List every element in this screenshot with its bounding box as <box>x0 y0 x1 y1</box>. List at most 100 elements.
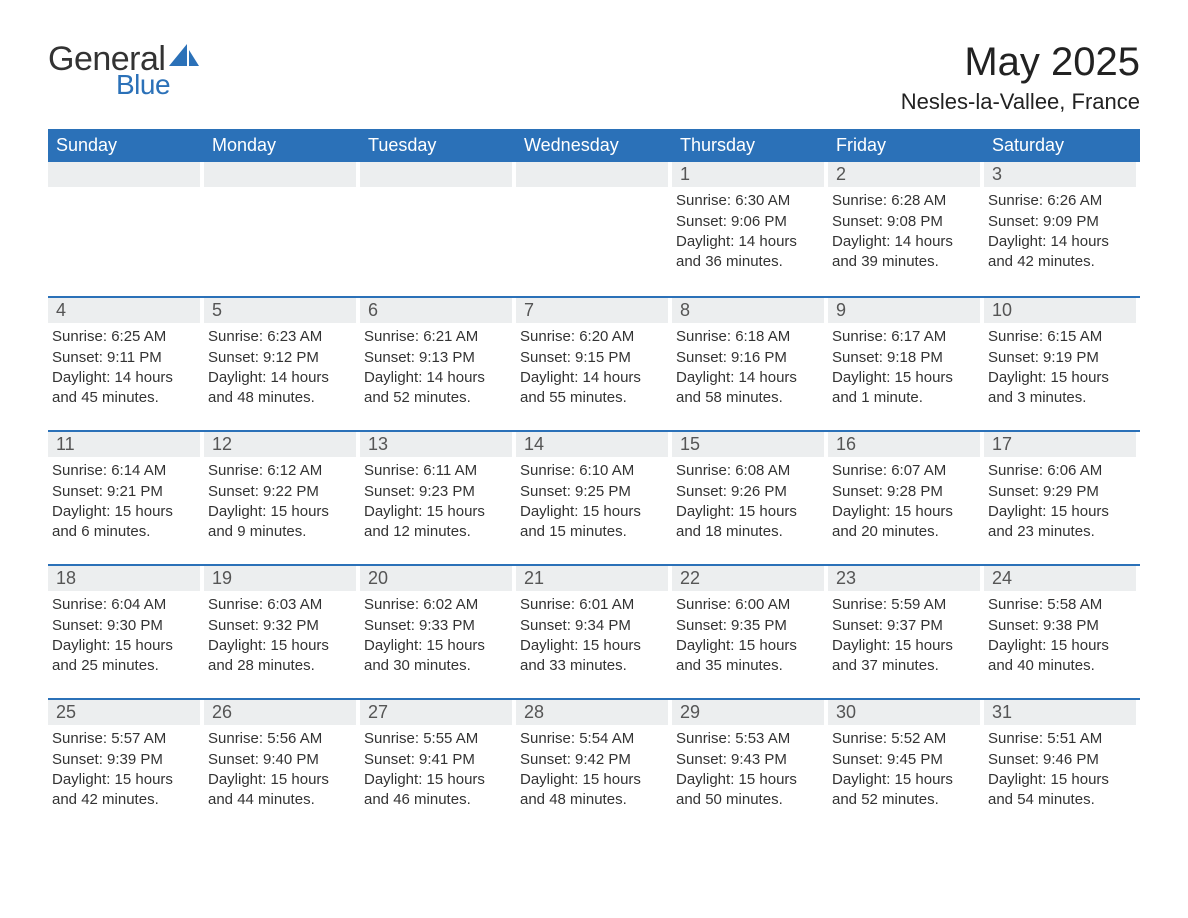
location-subtitle: Nesles-la-Vallee, France <box>901 89 1140 115</box>
day-number: 9 <box>828 298 980 323</box>
sunrise-line: Sunrise: 6:00 AM <box>676 595 824 615</box>
daylight-line: Daylight: 15 hours and 1 minute. <box>832 368 980 407</box>
sunset-line: Sunset: 9:33 PM <box>364 616 512 636</box>
calendar-week-row: 18Sunrise: 6:04 AMSunset: 9:30 PMDayligh… <box>48 564 1140 698</box>
daylight-line: Daylight: 15 hours and 35 minutes. <box>676 636 824 675</box>
sunset-line: Sunset: 9:37 PM <box>832 616 980 636</box>
sunset-line: Sunset: 9:21 PM <box>52 482 200 502</box>
sunrise-line: Sunrise: 6:23 AM <box>208 327 356 347</box>
sunset-line: Sunset: 9:34 PM <box>520 616 668 636</box>
sunrise-line: Sunrise: 5:54 AM <box>520 729 668 749</box>
day-details: Sunrise: 6:06 AMSunset: 9:29 PMDaylight:… <box>984 461 1136 541</box>
day-number: 25 <box>48 700 200 725</box>
day-details: Sunrise: 6:07 AMSunset: 9:28 PMDaylight:… <box>828 461 980 541</box>
calendar-day-cell: 7Sunrise: 6:20 AMSunset: 9:15 PMDaylight… <box>516 298 672 412</box>
day-details: Sunrise: 6:23 AMSunset: 9:12 PMDaylight:… <box>204 327 356 407</box>
sunrise-line: Sunrise: 6:04 AM <box>52 595 200 615</box>
sunset-line: Sunset: 9:35 PM <box>676 616 824 636</box>
sunset-line: Sunset: 9:06 PM <box>676 212 824 232</box>
day-number: 4 <box>48 298 200 323</box>
day-number <box>516 162 668 187</box>
day-number: 3 <box>984 162 1136 187</box>
sunrise-line: Sunrise: 6:25 AM <box>52 327 200 347</box>
daylight-line: Daylight: 15 hours and 48 minutes. <box>520 770 668 809</box>
daylight-line: Daylight: 15 hours and 44 minutes. <box>208 770 356 809</box>
daylight-line: Daylight: 15 hours and 52 minutes. <box>832 770 980 809</box>
sunrise-line: Sunrise: 6:14 AM <box>52 461 200 481</box>
calendar-week-row: 4 Sunrise: 6:25 AMSunset: 9:11 PMDaylight… <box>48 296 1140 430</box>
calendar-day-cell: 29 Sunrise: 5:53 AMSunset: 9:43 PMDayligh… <box>672 700 828 814</box>
day-details: Sunrise: 6:30 AMSunset: 9:06 PMDaylight:… <box>672 191 824 271</box>
day-details: Sunrise: 6:15 AMSunset: 9:19 PMDaylight:… <box>984 327 1136 407</box>
day-details: Sunrise: 6:26 AMSunset: 9:09 PMDaylight:… <box>984 191 1136 271</box>
daylight-line: Daylight: 15 hours and 25 minutes. <box>52 636 200 675</box>
calendar-day-cell: 6 Sunrise: 6:21 AMSunset: 9:13 PMDaylight… <box>360 298 516 412</box>
sunset-line: Sunset: 9:16 PM <box>676 348 824 368</box>
day-number: 29 <box>672 700 824 725</box>
calendar-day-cell: 23Sunrise: 5:59 AMSunset: 9:37 PMDayligh… <box>828 566 984 680</box>
weekday-header: Friday <box>828 129 984 162</box>
header: General Blue May 2025 Nesles-la-Vallee, … <box>48 40 1140 115</box>
day-details: Sunrise: 5:53 AMSunset: 9:43 PMDaylight:… <box>672 729 824 809</box>
day-number: 30 <box>828 700 980 725</box>
calendar-day-cell: 12Sunrise: 6:12 AMSunset: 9:22 PMDayligh… <box>204 432 360 546</box>
sunset-line: Sunset: 9:32 PM <box>208 616 356 636</box>
calendar-day-cell: 10Sunrise: 6:15 AMSunset: 9:19 PMDayligh… <box>984 298 1140 412</box>
day-details: Sunrise: 6:11 AMSunset: 9:23 PMDaylight:… <box>360 461 512 541</box>
calendar-body: 1Sunrise: 6:30 AMSunset: 9:06 PMDaylight… <box>48 162 1140 832</box>
day-number: 11 <box>48 432 200 457</box>
daylight-line: Daylight: 15 hours and 12 minutes. <box>364 502 512 541</box>
calendar-day-cell: 15Sunrise: 6:08 AMSunset: 9:26 PMDayligh… <box>672 432 828 546</box>
daylight-line: Daylight: 15 hours and 18 minutes. <box>676 502 824 541</box>
day-details: Sunrise: 6:21 AMSunset: 9:13 PMDaylight:… <box>360 327 512 407</box>
day-number: 7 <box>516 298 668 323</box>
day-number: 14 <box>516 432 668 457</box>
sunrise-line: Sunrise: 6:28 AM <box>832 191 980 211</box>
sunset-line: Sunset: 9:43 PM <box>676 750 824 770</box>
day-details: Sunrise: 5:58 AMSunset: 9:38 PMDaylight:… <box>984 595 1136 675</box>
daylight-line: Daylight: 14 hours and 45 minutes. <box>52 368 200 407</box>
calendar-day-cell: 8Sunrise: 6:18 AMSunset: 9:16 PMDaylight… <box>672 298 828 412</box>
calendar-day-cell: 24 Sunrise: 5:58 AMSunset: 9:38 PMDayligh… <box>984 566 1140 680</box>
sunset-line: Sunset: 9:15 PM <box>520 348 668 368</box>
day-number: 6 <box>360 298 512 323</box>
sunset-line: Sunset: 9:28 PM <box>832 482 980 502</box>
day-details: Sunrise: 6:12 AMSunset: 9:22 PMDaylight:… <box>204 461 356 541</box>
title-block: May 2025 Nesles-la-Vallee, France <box>901 40 1140 115</box>
day-number: 26 <box>204 700 356 725</box>
calendar-day-cell: 28Sunrise: 5:54 AMSunset: 9:42 PMDayligh… <box>516 700 672 814</box>
day-number: 13 <box>360 432 512 457</box>
sunset-line: Sunset: 9:13 PM <box>364 348 512 368</box>
day-number: 24 <box>984 566 1136 591</box>
day-details: Sunrise: 6:28 AMSunset: 9:08 PMDaylight:… <box>828 191 980 271</box>
day-details: Sunrise: 5:56 AMSunset: 9:40 PMDaylight:… <box>204 729 356 809</box>
sunset-line: Sunset: 9:23 PM <box>364 482 512 502</box>
calendar-empty-cell <box>204 162 360 278</box>
day-number: 17 <box>984 432 1136 457</box>
sunset-line: Sunset: 9:25 PM <box>520 482 668 502</box>
sunrise-line: Sunrise: 5:53 AM <box>676 729 824 749</box>
sunset-line: Sunset: 9:41 PM <box>364 750 512 770</box>
calendar-empty-cell <box>360 162 516 278</box>
day-details: Sunrise: 6:25 AMSunset: 9:11 PMDaylight:… <box>48 327 200 407</box>
calendar-day-cell: 26 Sunrise: 5:56 AMSunset: 9:40 PMDayligh… <box>204 700 360 814</box>
calendar-day-cell: 2Sunrise: 6:28 AMSunset: 9:08 PMDaylight… <box>828 162 984 278</box>
calendar-day-cell: 5Sunrise: 6:23 AMSunset: 9:12 PMDaylight… <box>204 298 360 412</box>
daylight-line: Daylight: 15 hours and 3 minutes. <box>988 368 1136 407</box>
sunset-line: Sunset: 9:42 PM <box>520 750 668 770</box>
day-details: Sunrise: 6:01 AMSunset: 9:34 PMDaylight:… <box>516 595 668 675</box>
day-details: Sunrise: 5:51 AMSunset: 9:46 PMDaylight:… <box>984 729 1136 809</box>
daylight-line: Daylight: 15 hours and 15 minutes. <box>520 502 668 541</box>
sunrise-line: Sunrise: 6:10 AM <box>520 461 668 481</box>
sunset-line: Sunset: 9:29 PM <box>988 482 1136 502</box>
day-details: Sunrise: 6:04 AMSunset: 9:30 PMDaylight:… <box>48 595 200 675</box>
calendar-day-cell: 14 Sunrise: 6:10 AMSunset: 9:25 PMDayligh… <box>516 432 672 546</box>
calendar-day-cell: 1Sunrise: 6:30 AMSunset: 9:06 PMDaylight… <box>672 162 828 278</box>
day-number <box>204 162 356 187</box>
sunset-line: Sunset: 9:19 PM <box>988 348 1136 368</box>
day-details: Sunrise: 5:54 AMSunset: 9:42 PMDaylight:… <box>516 729 668 809</box>
daylight-line: Daylight: 14 hours and 39 minutes. <box>832 232 980 271</box>
sunrise-line: Sunrise: 6:02 AM <box>364 595 512 615</box>
sunrise-line: Sunrise: 5:57 AM <box>52 729 200 749</box>
daylight-line: Daylight: 15 hours and 42 minutes. <box>52 770 200 809</box>
